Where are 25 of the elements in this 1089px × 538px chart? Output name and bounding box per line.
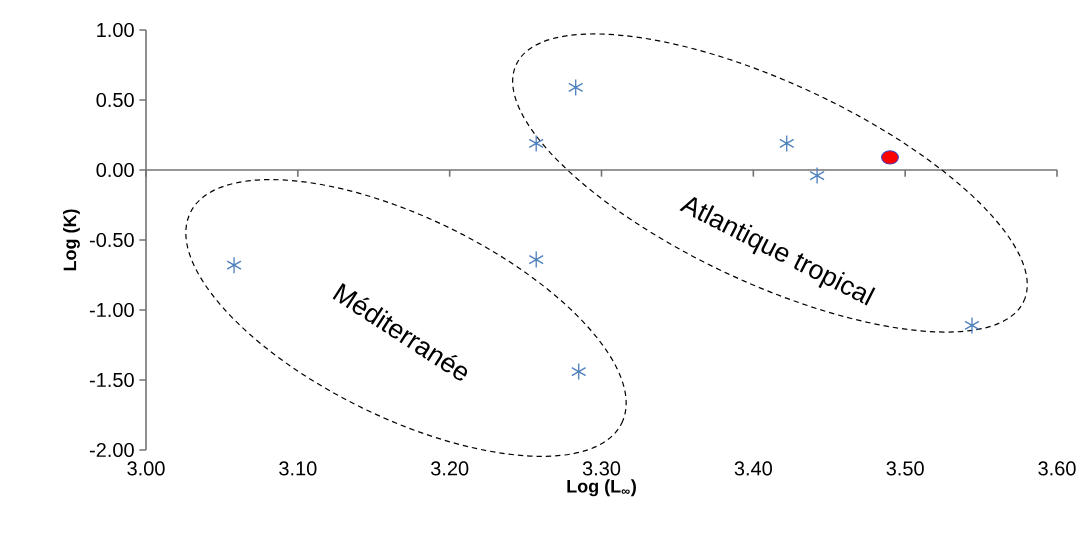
y-tick-label: -1.00 [89, 302, 134, 318]
point [528, 250, 544, 269]
point [528, 134, 544, 153]
y-tick-label: -2.00 [89, 442, 134, 458]
y-tick-label: 0.00 [96, 162, 134, 178]
x-tick-label: 3.60 [1038, 461, 1076, 476]
x-tick-label: 3.10 [279, 461, 317, 476]
x-axis-title: Log (L$_{∞}$) [567, 479, 636, 497]
point [964, 316, 980, 335]
y-tick-label: 1.00 [97, 22, 134, 38]
x-tick-label: 3.30 [582, 461, 621, 476]
point [568, 78, 584, 97]
point [226, 256, 242, 274]
point [809, 166, 825, 185]
y-tick-label: -0.50 [89, 232, 134, 248]
x-tick-label: 3.20 [430, 461, 469, 476]
y-tick-label: -1.50 [89, 372, 134, 388]
x-tick-label: 3.00 [127, 461, 165, 476]
point [779, 134, 795, 153]
point [571, 362, 587, 381]
x-tick-label: 3.50 [886, 461, 924, 476]
x-tick-label: 3.40 [734, 461, 772, 476]
point [881, 150, 899, 165]
y-axis-title: Log (K) [63, 209, 80, 271]
y-tick-label: 0.50 [96, 92, 134, 108]
